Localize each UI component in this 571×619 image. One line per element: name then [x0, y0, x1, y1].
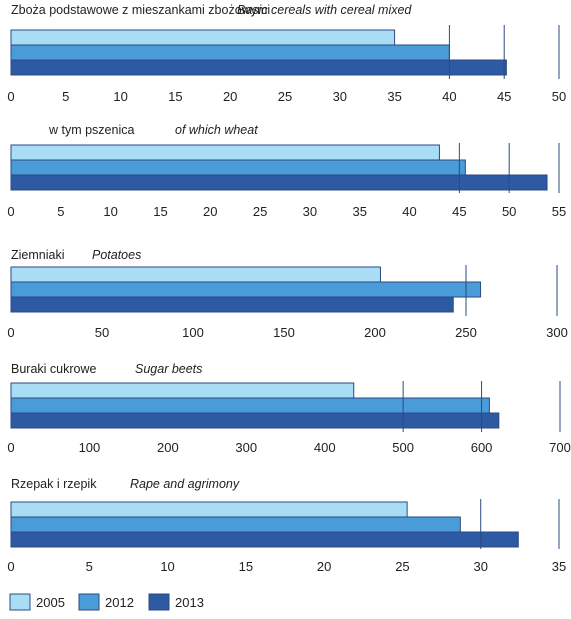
chart-3-bar-2005: [10, 266, 381, 283]
chart-2-tick-label: 20: [203, 204, 217, 219]
chart-1-title-en: Basic cereals with cereal mixed: [237, 3, 412, 17]
chart-1-title: Zboża podstawowe z mieszankami zbożowymi: [11, 3, 270, 17]
chart-4-tick-label: 100: [79, 440, 101, 455]
chart-4-tick-label: 300: [235, 440, 257, 455]
chart-1-tick-label: 50: [552, 89, 566, 104]
chart-5-tick-label: 10: [160, 559, 174, 574]
chart-2-tick-label: 40: [402, 204, 416, 219]
chart-3-tick-label: 150: [273, 325, 295, 340]
chart-5-bar-2012: [10, 516, 461, 533]
chart-4-bar-2005: [10, 382, 355, 399]
chart-2-tick-label: 25: [253, 204, 267, 219]
chart-2-bar-2012: [10, 159, 466, 176]
chart-2-tick-label: 30: [303, 204, 317, 219]
chart-1-tick-label: 10: [113, 89, 127, 104]
chart-3-tick-label: 0: [7, 325, 14, 340]
legend-label-2012: 2012: [105, 595, 134, 610]
chart-3-tick-label: 300: [546, 325, 568, 340]
chart-5-tick-label: 30: [473, 559, 487, 574]
chart-2-tick-label: 35: [352, 204, 366, 219]
chart-4-tick-label: 600: [471, 440, 493, 455]
chart-4-title-en: Sugar beets: [135, 362, 202, 376]
chart-2-tick-label: 0: [7, 204, 14, 219]
chart-2-tick-label: 45: [452, 204, 466, 219]
chart-5-tick-label: 5: [86, 559, 93, 574]
chart-3-title: Ziemniaki: [11, 248, 65, 262]
chart-2-title-en: of which wheat: [175, 123, 258, 137]
chart-4-tick-label: 0: [7, 440, 14, 455]
chart-3-tick-label: 200: [364, 325, 386, 340]
chart-3-title-en: Potatoes: [92, 248, 141, 262]
legend-swatch-2013: [148, 593, 170, 611]
chart-2-tick-label: 5: [57, 204, 64, 219]
chart-2-title: w tym pszenica: [48, 123, 134, 137]
chart-2-bar-2005: [10, 144, 440, 161]
chart-2-tick-label: 55: [552, 204, 566, 219]
chart-5-bar-2005: [10, 501, 408, 518]
chart-1-bar-2013: [10, 59, 507, 76]
chart-1-tick-label: 40: [442, 89, 456, 104]
chart-1-tick-label: 45: [497, 89, 511, 104]
chart-1-tick-label: 0: [7, 89, 14, 104]
legend-swatch-2005: [9, 593, 31, 611]
chart-5-tick-label: 20: [317, 559, 331, 574]
chart-1-bar-2005: [10, 29, 396, 46]
chart-4-bar-2013: [10, 412, 500, 429]
chart-3-tick-label: 100: [182, 325, 204, 340]
chart-5-title-en: Rape and agrimony: [130, 477, 240, 491]
chart-3-tick-label: 250: [455, 325, 477, 340]
chart-4-bar-2012: [10, 397, 490, 414]
chart-5-tick-label: 25: [395, 559, 409, 574]
chart-5-tick-label: 0: [7, 559, 14, 574]
chart-2-bar-2013: [10, 174, 548, 191]
chart-5-title: Rzepak i rzepik: [11, 477, 97, 491]
chart-5-bar-2013: [10, 531, 519, 548]
legend-label-2005: 2005: [36, 595, 65, 610]
chart-5-tick-label: 35: [552, 559, 566, 574]
chart-2-tick-label: 10: [103, 204, 117, 219]
chart-3-bar-2013: [10, 296, 454, 313]
chart-1-bar-2012: [10, 44, 450, 61]
chart-2-tick-label: 50: [502, 204, 516, 219]
chart-1-tick-label: 35: [387, 89, 401, 104]
chart-1-tick-label: 5: [62, 89, 69, 104]
chart-2-tick-label: 15: [153, 204, 167, 219]
chart-4-tick-label: 700: [549, 440, 571, 455]
chart-1-tick-label: 25: [278, 89, 292, 104]
chart-5-tick-label: 15: [239, 559, 253, 574]
chart-3-bar-2012: [10, 281, 482, 298]
chart-1-tick-label: 15: [168, 89, 182, 104]
chart-3-tick-label: 50: [95, 325, 109, 340]
chart-1-tick-label: 20: [223, 89, 237, 104]
chart-4-tick-label: 200: [157, 440, 179, 455]
chart-4-tick-label: 400: [314, 440, 336, 455]
chart-4-tick-label: 500: [392, 440, 414, 455]
chart-4-title: Buraki cukrowe: [11, 362, 96, 376]
legend-swatch-2012: [78, 593, 100, 611]
chart-1-tick-label: 30: [333, 89, 347, 104]
legend-label-2013: 2013: [175, 595, 204, 610]
